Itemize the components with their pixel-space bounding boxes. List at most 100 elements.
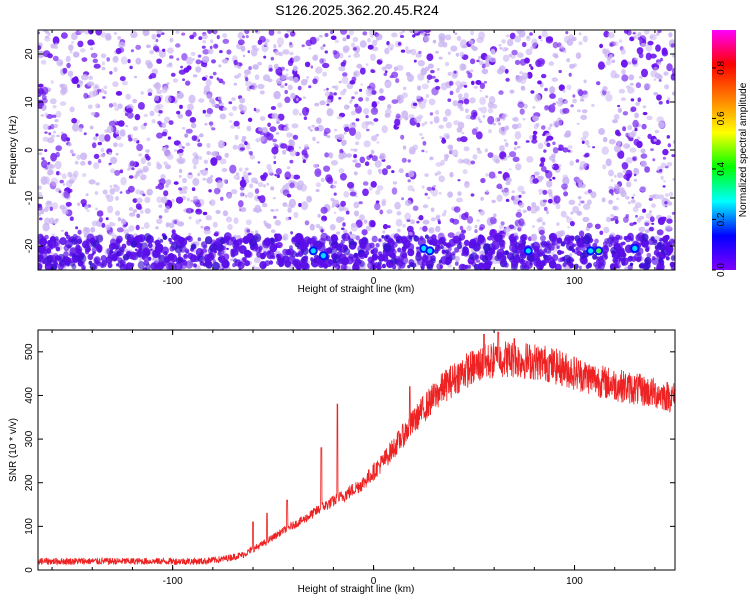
spectrogram-cell — [521, 191, 526, 195]
spectrogram-cell — [423, 30, 431, 33]
spectrogram-cell — [510, 55, 516, 59]
spectrogram-cell — [371, 253, 379, 261]
spectrogram-cell — [530, 233, 538, 242]
y-tick-label: 500 — [24, 343, 35, 360]
spectrogram-cell — [596, 256, 600, 261]
spectrogram-cell — [123, 253, 130, 261]
spectrogram-cell — [552, 176, 556, 180]
spectrogram-cell — [179, 104, 183, 109]
spectrogram-cell — [212, 71, 217, 76]
spectrogram-cell — [622, 169, 627, 174]
spectrogram-cell — [290, 92, 296, 99]
spectrogram-cell — [558, 144, 564, 151]
spectrogram-cell — [648, 226, 654, 232]
y-tick-label: 0 — [24, 147, 35, 153]
spectrogram-cell — [136, 143, 144, 152]
spectrogram-cell — [622, 111, 629, 116]
spectrogram-cell — [633, 138, 640, 146]
spectrogram-cell — [132, 98, 138, 104]
spectrogram-cell — [164, 254, 171, 261]
spectrogram-cell — [130, 31, 138, 39]
spectrogram-cell — [664, 225, 672, 231]
spectrogram-cell — [479, 82, 486, 90]
spectrogram-cell — [472, 154, 478, 160]
spectrogram-cell — [316, 37, 320, 42]
spectrogram-cell — [509, 89, 515, 94]
spectrogram-cell — [323, 88, 327, 92]
spectrogram-cell — [626, 176, 630, 182]
colorbar-gradient — [712, 30, 736, 270]
spectrogram-cell — [317, 213, 321, 218]
spectrogram-cell — [44, 149, 48, 152]
spectrogram-cell — [44, 217, 51, 226]
spectrogram-cell — [353, 201, 360, 209]
spectrogram-cell — [583, 79, 587, 84]
spectrogram-cell — [293, 211, 299, 219]
spectrogram-cell — [100, 153, 105, 158]
spectrogram-cell — [510, 258, 519, 267]
spectrogram-cell — [474, 224, 478, 229]
spectrogram-cell — [551, 251, 555, 256]
spectrogram-cell — [189, 254, 198, 263]
spectrogram-cell — [670, 73, 675, 81]
spectrogram-cell — [529, 261, 533, 266]
spectrogram-cell — [457, 158, 464, 164]
spectrogram-cell — [668, 32, 673, 38]
spectrogram-cell — [563, 191, 569, 197]
bright-spot-core — [632, 245, 638, 251]
spectrogram-cell — [635, 101, 640, 106]
spectrogram-cell — [342, 222, 346, 227]
spectrogram-cell — [289, 133, 294, 137]
spectrogram-cell — [557, 250, 563, 256]
spectrogram-cell — [540, 39, 543, 42]
spectrogram-cell — [608, 185, 614, 190]
spectrogram-cell — [161, 131, 168, 137]
spectrogram-cell — [532, 130, 538, 135]
spectrogram-cell — [222, 33, 228, 39]
spectrogram-cell — [95, 103, 100, 109]
spectrogram-cell — [597, 263, 602, 269]
spectrogram-cell — [645, 229, 650, 234]
spectrogram-cell — [343, 131, 347, 135]
spectrogram-cell — [274, 208, 279, 212]
spectrogram-cell — [367, 44, 374, 50]
spectrogram-cell — [436, 67, 440, 71]
spectrogram-cell — [60, 229, 64, 232]
spectrogram-cell — [50, 152, 57, 162]
spectrogram-cell — [433, 116, 440, 124]
spectrogram-cell — [47, 53, 53, 59]
spectrogram-cell — [264, 42, 268, 46]
spectrogram-cell — [447, 191, 453, 198]
spectrogram-cell — [47, 137, 55, 144]
spectrogram-cell — [158, 254, 166, 263]
spectrogram-cell — [352, 36, 359, 43]
y-tick-label: 10 — [24, 96, 35, 108]
spectrogram-cell — [72, 123, 80, 132]
spectrogram-cell — [602, 48, 607, 55]
spectrogram-cell — [121, 218, 127, 225]
spectrogram-cell — [419, 235, 424, 241]
spectrogram-cell — [560, 210, 567, 218]
spectrogram-cell — [556, 237, 563, 244]
spectrogram-cell — [425, 150, 428, 153]
spectrogram-cell — [437, 219, 441, 223]
spectrogram-cell — [612, 257, 618, 264]
bright-spot-core — [310, 248, 316, 254]
spectrogram-cell — [378, 171, 382, 175]
spectrogram-cell — [292, 76, 299, 84]
spectrogram-cell — [548, 104, 556, 113]
spectrogram-cell — [123, 228, 130, 235]
spectrogram-cell — [367, 169, 373, 176]
spectrogram-cell — [464, 239, 470, 246]
spectrogram-cell — [567, 149, 571, 153]
spectrogram-cell — [634, 112, 639, 119]
spectrogram-cell — [104, 129, 109, 133]
spectrogram-cell — [592, 254, 598, 260]
spectrogram-cell — [483, 80, 487, 84]
spectrogram-cell — [97, 141, 103, 146]
spectrogram-cell — [608, 138, 616, 145]
spectrogram-cell — [143, 233, 152, 242]
spectrogram-cell — [69, 173, 77, 182]
spectrogram-cell — [49, 164, 55, 169]
spectrogram-cell — [629, 262, 634, 267]
